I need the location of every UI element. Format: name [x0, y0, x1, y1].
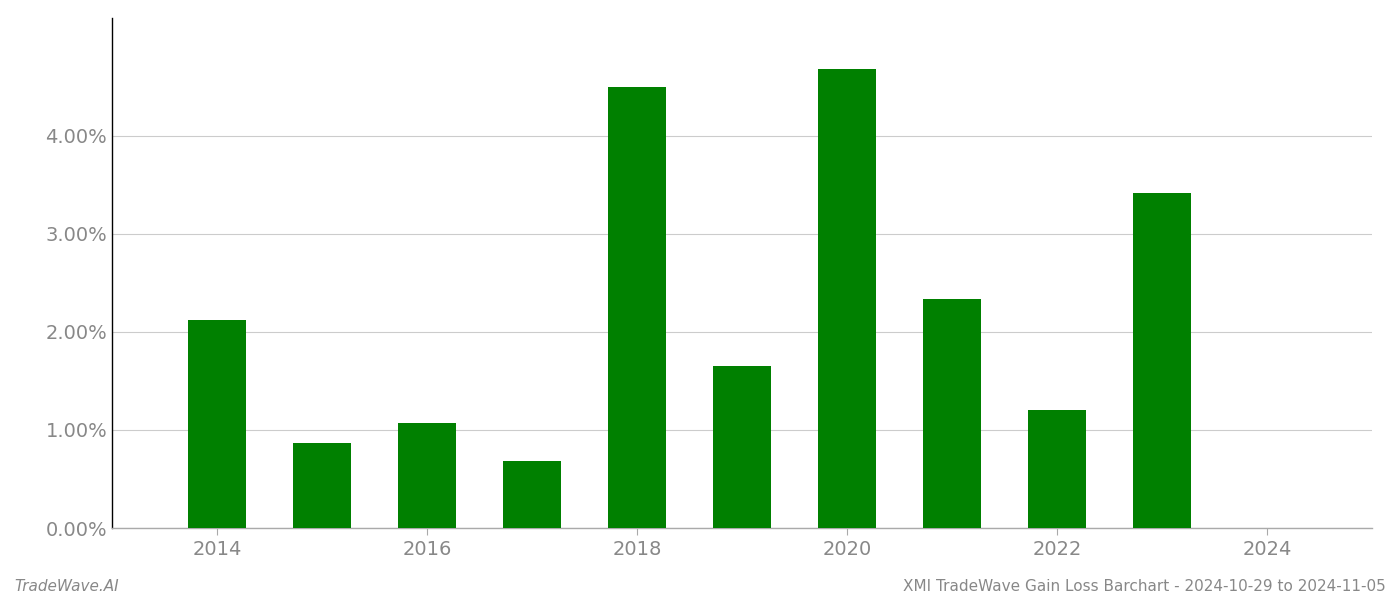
Bar	[818, 69, 876, 528]
Text: TradeWave.AI: TradeWave.AI	[14, 579, 119, 594]
Bar	[608, 86, 666, 528]
Text: XMI TradeWave Gain Loss Barchart - 2024-10-29 to 2024-11-05: XMI TradeWave Gain Loss Barchart - 2024-…	[903, 579, 1386, 594]
Bar	[713, 366, 771, 528]
Bar	[293, 443, 351, 528]
Bar	[188, 320, 246, 528]
Bar	[398, 423, 456, 528]
Bar	[923, 299, 981, 528]
Bar	[1133, 193, 1191, 528]
Bar	[503, 461, 561, 528]
Bar	[1028, 410, 1086, 528]
